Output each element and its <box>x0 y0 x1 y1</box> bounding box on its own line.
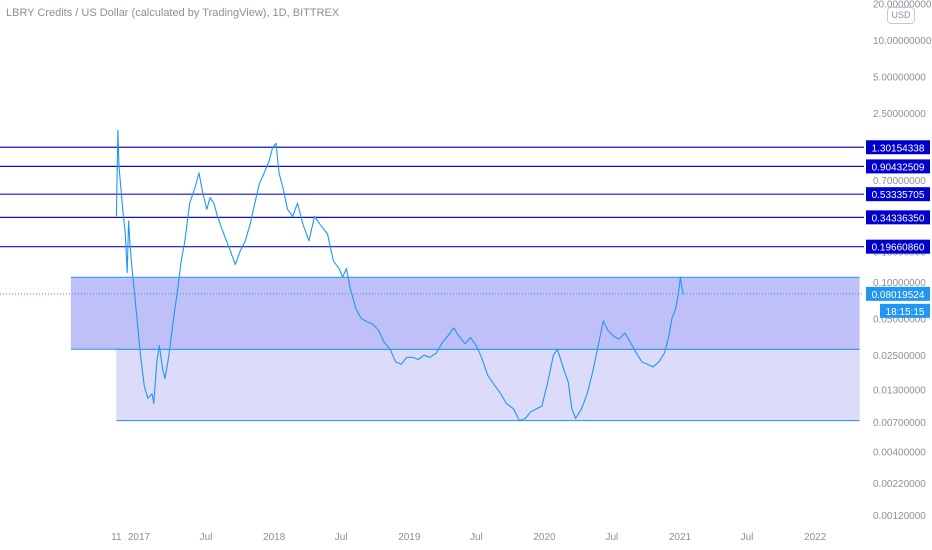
last-price-tag <box>866 286 930 301</box>
y-tick-label: 0.70000000 <box>873 176 926 187</box>
currency-badge[interactable]: USD <box>887 7 915 24</box>
y-tick-label: 0.02500000 <box>873 351 926 362</box>
zone-box <box>116 349 860 421</box>
level-price-tag <box>866 239 930 254</box>
y-tick-label: 0.05000000 <box>873 315 926 326</box>
level-price-tag <box>866 159 930 174</box>
level-price-tag-text: 0.53335705 <box>872 190 925 201</box>
zone-box <box>70 277 860 350</box>
y-tick-label: 0.00400000 <box>873 448 926 459</box>
last-price-tag-text: 0.08019524 <box>872 290 925 301</box>
countdown-tag <box>880 303 930 318</box>
y-tick-label: 0.00220000 <box>873 479 926 490</box>
x-tick-label: 2020 <box>533 532 556 543</box>
level-price-tag-text: 1.30154338 <box>872 143 925 154</box>
price-axis[interactable]: 20.00000000 10.00000000 5.00000000 2.500000… <box>873 0 932 522</box>
level-price-tag <box>866 187 930 202</box>
level-price-tag <box>866 140 930 155</box>
x-tick-label: 2022 <box>804 532 827 543</box>
support-resistance-zones <box>70 276 860 422</box>
x-tick-label: Jul <box>741 532 754 543</box>
price-series <box>115 129 684 422</box>
y-tick-label: 5.00000000 <box>873 72 926 83</box>
countdown-tag-text: 18:15:15 <box>886 307 925 318</box>
y-tick-label: 0.01300000 <box>873 386 926 397</box>
chart-title: LBRY Credits / US Dollar (calculated by … <box>6 7 340 19</box>
time-axis[interactable]: 11 2017 Jul 2018 Jul 2019 Jul 2020 Jul 2021 Jul 202… <box>111 532 827 543</box>
x-tick-label: Jul <box>605 532 618 543</box>
y-tick-label: 0.00700000 <box>873 418 926 429</box>
y-tick-label: 0.00120000 <box>873 511 926 522</box>
y-tick-label: 10.00000000 <box>873 36 932 47</box>
level-price-tag-text: 0.34336350 <box>872 213 925 224</box>
y-tick-label: 2.50000000 <box>873 109 926 120</box>
x-tick-label: 2021 <box>669 532 692 543</box>
price-tags: 1.30154338 0.90432509 0.53335705 0.34336350… <box>866 140 930 318</box>
x-tick-label: Jul <box>335 532 348 543</box>
level-price-tag-text: 0.90432509 <box>872 162 925 173</box>
y-tick-label: 0.10000000 <box>873 278 926 289</box>
x-tick-label: 11 <box>111 532 122 543</box>
level-price-tag <box>866 210 930 225</box>
x-tick-label: Jul <box>200 532 213 543</box>
level-price-tag-text: 0.19660860 <box>872 243 925 254</box>
price-line <box>115 129 684 422</box>
horizontal-levels <box>0 146 864 248</box>
x-tick-label: 2019 <box>398 532 421 543</box>
x-tick-label: Jul <box>470 532 483 543</box>
x-tick-label: 2018 <box>263 532 286 543</box>
y-tick-label: 20.00000000 <box>873 0 932 11</box>
x-tick-label: 2017 <box>128 532 151 543</box>
